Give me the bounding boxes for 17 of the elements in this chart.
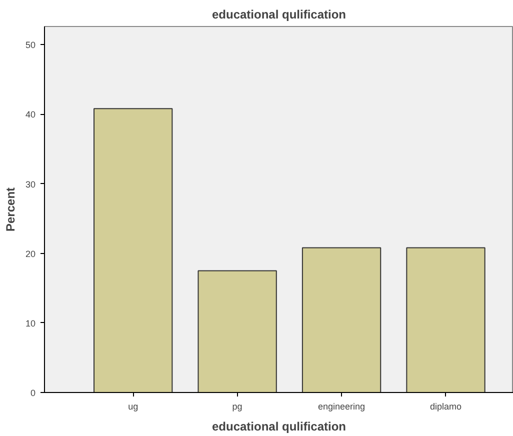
x-tick-label: engineering xyxy=(318,402,366,412)
bar xyxy=(198,270,277,392)
y-tick-label: 0 xyxy=(30,388,36,398)
y-axis-title: Percent xyxy=(3,187,18,232)
x-tick-label: diplamo xyxy=(430,402,462,412)
y-tick-label: 50 xyxy=(25,40,36,50)
y-tick-label: 10 xyxy=(25,318,36,328)
bar xyxy=(406,247,486,392)
bar xyxy=(302,247,382,392)
x-axis-title: educational qulification xyxy=(212,420,346,434)
x-tick-label: ug xyxy=(128,402,138,412)
y-tick-label: 30 xyxy=(25,179,36,190)
bar xyxy=(94,108,173,392)
x-tick-label: pg xyxy=(232,402,242,412)
chart-title: educational qulification xyxy=(212,8,346,22)
y-tick-label: 40 xyxy=(25,110,36,120)
y-tick-label: 20 xyxy=(25,248,36,259)
